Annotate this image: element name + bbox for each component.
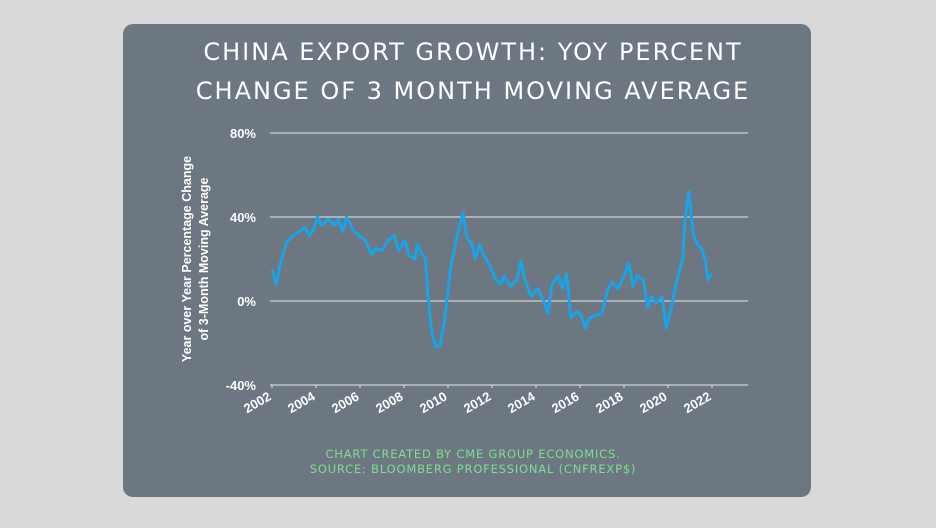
- y-axis-label: Year over Year Percentage Change: [180, 156, 194, 362]
- y-tick-label: 0%: [237, 294, 256, 309]
- y-tick-label: -40%: [226, 378, 257, 393]
- source-note: SOURCE: BLOOMBERG PROFESSIONAL (CNFREXP$…: [310, 462, 636, 476]
- y-tick-label: 40%: [230, 210, 256, 225]
- y-axis-label: of 3-Month Moving Average: [197, 177, 211, 340]
- chart-title: CHANGE OF 3 MONTH MOVING AVERAGE: [196, 77, 750, 105]
- chart-title: CHINA EXPORT GROWTH: YOY PERCENT: [203, 38, 742, 66]
- card: [123, 24, 811, 497]
- source-note: CHART CREATED BY CME GROUP ECONOMICS.: [325, 447, 620, 461]
- data-line: [270, 190, 714, 349]
- y-tick-label: 80%: [230, 126, 256, 141]
